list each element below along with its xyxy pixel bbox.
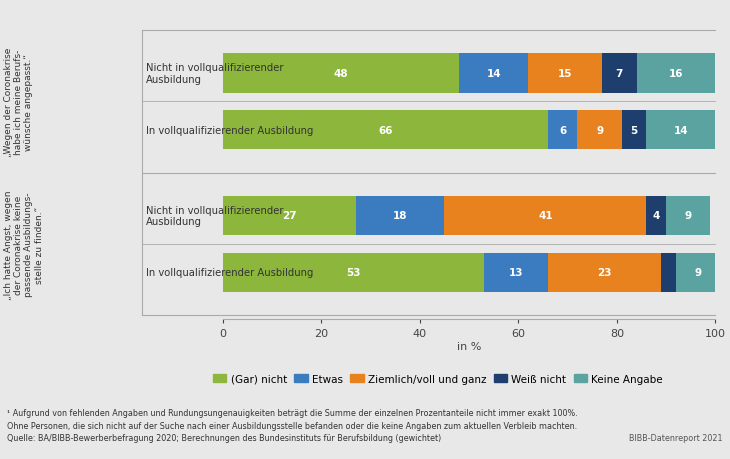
Text: 14: 14 <box>674 126 688 135</box>
Text: 27: 27 <box>282 211 296 221</box>
Text: ¹ Aufgrund von fehlenden Angaben und Rundungsungenauigkeiten beträgt die Summe d: ¹ Aufgrund von fehlenden Angaben und Run… <box>7 409 578 417</box>
Text: 13: 13 <box>509 268 523 278</box>
Text: 48: 48 <box>334 69 348 79</box>
Text: 5: 5 <box>631 126 638 135</box>
Bar <box>647 196 666 235</box>
Bar <box>647 111 715 150</box>
Text: In vollqualifizierender Ausbildung: In vollqualifizierender Ausbildung <box>146 268 313 278</box>
Bar <box>484 253 548 292</box>
Bar <box>676 253 721 292</box>
Text: 7: 7 <box>615 69 623 79</box>
Text: 16: 16 <box>669 69 683 79</box>
Text: „Wegen der Coronakrise
habe ich meine Berufs-
wünsche angepasst.“: „Wegen der Coronakrise habe ich meine Be… <box>4 48 34 157</box>
Text: 4: 4 <box>653 211 660 221</box>
Bar <box>602 54 637 93</box>
Text: BIBB-Datenreport 2021: BIBB-Datenreport 2021 <box>629 433 723 442</box>
Text: Nicht in vollqualifizierender
Ausbildung: Nicht in vollqualifizierender Ausbildung <box>146 205 283 227</box>
Text: In vollqualifizierender Ausbildung: In vollqualifizierender Ausbildung <box>146 126 313 135</box>
Bar <box>223 253 484 292</box>
Text: Quelle: BA/BIBB-Bewerberbefragung 2020; Berechnungen des Bundesinstituts für Ber: Quelle: BA/BIBB-Bewerberbefragung 2020; … <box>7 433 442 442</box>
Text: 23: 23 <box>597 268 612 278</box>
Text: 41: 41 <box>538 211 553 221</box>
Bar <box>223 54 459 93</box>
Legend: (Gar) nicht, Etwas, Ziemlich/voll und ganz, Weiß nicht, Keine Angabe: (Gar) nicht, Etwas, Ziemlich/voll und ga… <box>209 369 667 388</box>
Bar <box>548 253 661 292</box>
Text: Nicht in vollqualifizierender
Ausbildung: Nicht in vollqualifizierender Ausbildung <box>146 63 283 84</box>
Text: 14: 14 <box>486 69 501 79</box>
Bar <box>548 111 577 150</box>
Bar <box>577 111 622 150</box>
Bar <box>666 196 710 235</box>
Text: 66: 66 <box>378 126 393 135</box>
Bar <box>459 54 528 93</box>
Text: 6: 6 <box>559 126 566 135</box>
Text: 9: 9 <box>694 268 702 278</box>
Text: 9: 9 <box>596 126 603 135</box>
Bar <box>223 111 548 150</box>
Text: 18: 18 <box>393 211 407 221</box>
Text: „Ich hatte Angst, wegen
der Coronakrise keine
passende Ausbildungs-
stelle zu fi: „Ich hatte Angst, wegen der Coronakrise … <box>4 190 44 299</box>
Bar <box>356 196 445 235</box>
Text: Ohne Personen, die sich nicht auf der Suche nach einer Ausbildungsstelle befande: Ohne Personen, die sich nicht auf der Su… <box>7 421 577 430</box>
Text: 53: 53 <box>346 268 361 278</box>
Text: 15: 15 <box>558 69 572 79</box>
Bar <box>622 111 647 150</box>
Text: 9: 9 <box>685 211 692 221</box>
Bar <box>661 253 676 292</box>
Bar <box>445 196 647 235</box>
Bar <box>528 54 602 93</box>
Bar <box>637 54 715 93</box>
Bar <box>223 196 356 235</box>
X-axis label: in %: in % <box>457 341 481 351</box>
